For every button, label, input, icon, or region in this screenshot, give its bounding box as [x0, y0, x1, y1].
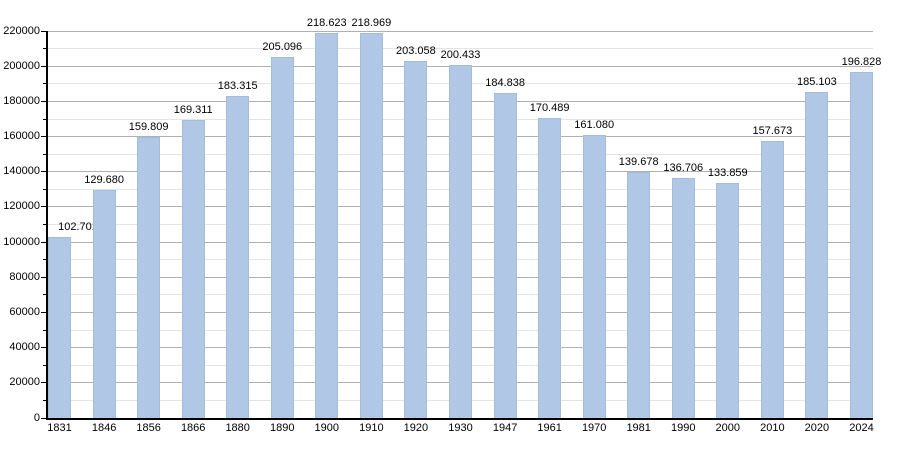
bar-value-label: 170.489 — [529, 102, 570, 115]
x-axis-line — [46, 418, 873, 420]
x-axis-tick-label: 1981 — [626, 422, 651, 434]
bar-value-label: 161.080 — [574, 118, 615, 131]
y-axis-major-tick — [41, 276, 46, 278]
bar — [627, 172, 651, 418]
bar — [805, 92, 829, 418]
y-axis-tick-label: 180000 — [3, 94, 40, 107]
bar-value-label: 129.680 — [84, 173, 124, 186]
bar-value-label: 102.701 — [58, 221, 98, 234]
y-axis-tick-label: 100000 — [3, 235, 40, 248]
y-axis-tick-label: 60000 — [9, 306, 40, 318]
y-axis-minor-tick — [43, 188, 46, 190]
bar — [48, 237, 71, 418]
x-axis-tick-label: 1990 — [671, 422, 696, 434]
y-axis-minor-tick — [43, 329, 46, 331]
x-axis-tick-label: 1890 — [270, 422, 295, 434]
plot-area: 102.701 129.680 159.809 169.311 183.315 205.0… — [46, 17, 881, 420]
bar — [671, 177, 695, 418]
bar — [359, 32, 383, 418]
major-gridline — [48, 30, 873, 32]
y-axis-line — [46, 31, 48, 418]
y-axis-major-tick — [41, 171, 46, 173]
x-axis-tick-label: 2024 — [849, 422, 874, 434]
x-axis-tick-label: 1910 — [359, 422, 384, 434]
bar-value-label: 218.969 — [351, 16, 392, 29]
x-axis-tick-label: 1831 — [47, 422, 72, 434]
bar-value-label: 185.103 — [797, 76, 837, 89]
y-axis-tick-label: 40000 — [9, 341, 40, 354]
bar-value-label: 139.678 — [618, 156, 659, 169]
y-axis-major-tick — [41, 382, 46, 384]
bar-value-label: 200.433 — [440, 49, 481, 62]
y-axis-minor-tick — [43, 399, 46, 401]
y-axis-major-tick — [41, 65, 46, 67]
y-axis-tick-label: 0 — [33, 411, 40, 424]
bar — [760, 140, 784, 418]
bar — [92, 189, 116, 418]
bar-value-label: 169.311 — [173, 104, 213, 117]
x-axis-tick-label: 1961 — [537, 422, 562, 434]
bar — [582, 134, 606, 418]
bar-value-label: 159.809 — [128, 120, 169, 133]
bar — [315, 33, 339, 418]
bar-value-label: 205.096 — [262, 41, 303, 54]
y-axis-major-tick — [41, 30, 46, 32]
x-axis-tick-label: 1930 — [448, 422, 473, 434]
y-axis-minor-tick — [43, 118, 46, 120]
bar — [404, 60, 428, 418]
x-axis-tick-label: 1866 — [180, 422, 206, 434]
x-axis-tick-label: 1846 — [91, 422, 117, 434]
bar — [270, 57, 294, 418]
x-axis-tick-label: 1900 — [314, 422, 340, 434]
y-axis-tick-label: 80000 — [9, 270, 40, 283]
bar-value-label: 184.838 — [485, 76, 525, 89]
bar — [716, 182, 740, 418]
y-axis-major-tick — [41, 100, 46, 102]
bar-value-label: 218.623 — [306, 17, 347, 30]
x-axis-tick-label: 2000 — [715, 422, 741, 434]
bar — [493, 92, 517, 418]
x-axis-tick-label: 1856 — [136, 422, 161, 434]
x-axis-tick-label: 2020 — [804, 422, 830, 434]
y-axis-minor-tick — [43, 364, 46, 366]
y-axis-tick-label: 220000 — [3, 24, 40, 37]
bar-value-label: 196.828 — [841, 55, 882, 68]
y-axis-major-tick — [41, 312, 46, 313]
y-axis-minor-tick — [43, 153, 46, 155]
bar-value-label: 157.673 — [752, 124, 793, 137]
y-axis-tick-label: 20000 — [9, 376, 40, 389]
bar-value-label: 133.859 — [707, 166, 748, 179]
y-axis-major-tick — [41, 417, 46, 419]
bar — [137, 136, 161, 418]
x-axis-tick-label: 1947 — [492, 422, 518, 434]
y-axis-tick-label: 160000 — [3, 130, 40, 142]
y-axis-major-tick — [41, 206, 46, 208]
bar — [850, 71, 873, 418]
y-axis-major-tick — [41, 136, 46, 137]
y-axis-major-tick — [41, 347, 46, 349]
y-axis-tick-label: 140000 — [3, 165, 40, 178]
bar-value-label: 136.706 — [663, 161, 704, 174]
x-axis-tick-label: 2010 — [760, 422, 785, 434]
y-axis-tick-label: 200000 — [3, 59, 40, 72]
y-axis-minor-tick — [43, 83, 46, 85]
bar — [181, 120, 205, 418]
y-axis-minor-tick — [43, 294, 46, 296]
y-axis-major-tick — [41, 241, 46, 243]
y-axis-tick-label: 120000 — [3, 200, 40, 213]
y-axis-minor-tick — [43, 224, 46, 225]
minor-gridline — [48, 48, 873, 50]
bar — [449, 65, 472, 418]
bar-value-label: 183.315 — [217, 79, 258, 92]
y-axis-minor-tick — [43, 48, 46, 50]
y-axis-minor-tick — [43, 259, 46, 261]
x-axis-tick-label: 1920 — [403, 422, 429, 434]
bar — [538, 118, 562, 418]
x-axis-tick-label: 1880 — [225, 422, 250, 434]
bar-value-label: 203.058 — [396, 44, 436, 57]
bar — [226, 95, 250, 418]
x-axis-tick-label: 1970 — [581, 422, 607, 434]
